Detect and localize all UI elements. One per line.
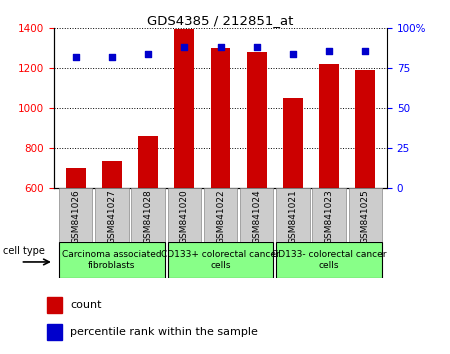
Bar [349, 188, 382, 242]
Point [144, 51, 152, 57]
Text: GSM841027: GSM841027 [108, 189, 117, 244]
Bar [276, 188, 310, 242]
Bar [102, 161, 122, 188]
Point [72, 54, 79, 60]
Bar [312, 188, 346, 242]
Text: GSM841022: GSM841022 [216, 189, 225, 244]
Bar [283, 98, 303, 188]
Point [253, 45, 260, 50]
Text: GSM841024: GSM841024 [252, 189, 261, 244]
Bar [168, 242, 273, 278]
Text: CD133+ colorectal cancer
cells: CD133+ colorectal cancer cells [161, 251, 280, 270]
Text: GSM841023: GSM841023 [324, 189, 333, 244]
Bar [47, 297, 63, 313]
Bar [95, 188, 129, 242]
Bar [168, 188, 201, 242]
Point [181, 45, 188, 50]
Bar [356, 69, 375, 188]
Text: CD133- colorectal cancer
cells: CD133- colorectal cancer cells [272, 251, 387, 270]
Text: GSM841021: GSM841021 [288, 189, 297, 244]
Text: GSM841028: GSM841028 [144, 189, 153, 244]
Bar [131, 188, 165, 242]
Text: cell type: cell type [3, 246, 45, 256]
Text: GSM841025: GSM841025 [361, 189, 370, 244]
Bar [59, 188, 92, 242]
Bar [276, 242, 382, 278]
Bar [247, 52, 267, 188]
Text: percentile rank within the sample: percentile rank within the sample [70, 327, 258, 337]
Point [325, 48, 333, 53]
Point [108, 54, 116, 60]
Bar [211, 48, 230, 188]
Bar [240, 188, 273, 242]
Text: Carcinoma associated
fibroblasts: Carcinoma associated fibroblasts [62, 251, 162, 270]
Text: GSM841020: GSM841020 [180, 189, 189, 244]
Text: count: count [70, 300, 102, 310]
Point [289, 51, 297, 57]
Bar [59, 242, 165, 278]
Point [217, 45, 224, 50]
Text: GSM841026: GSM841026 [71, 189, 80, 244]
Bar [66, 168, 86, 188]
Bar [47, 324, 63, 340]
Bar [204, 188, 237, 242]
Title: GDS4385 / 212851_at: GDS4385 / 212851_at [147, 14, 294, 27]
Bar [138, 136, 158, 188]
Point [362, 48, 369, 53]
Bar [319, 64, 339, 188]
Bar [174, 29, 194, 188]
